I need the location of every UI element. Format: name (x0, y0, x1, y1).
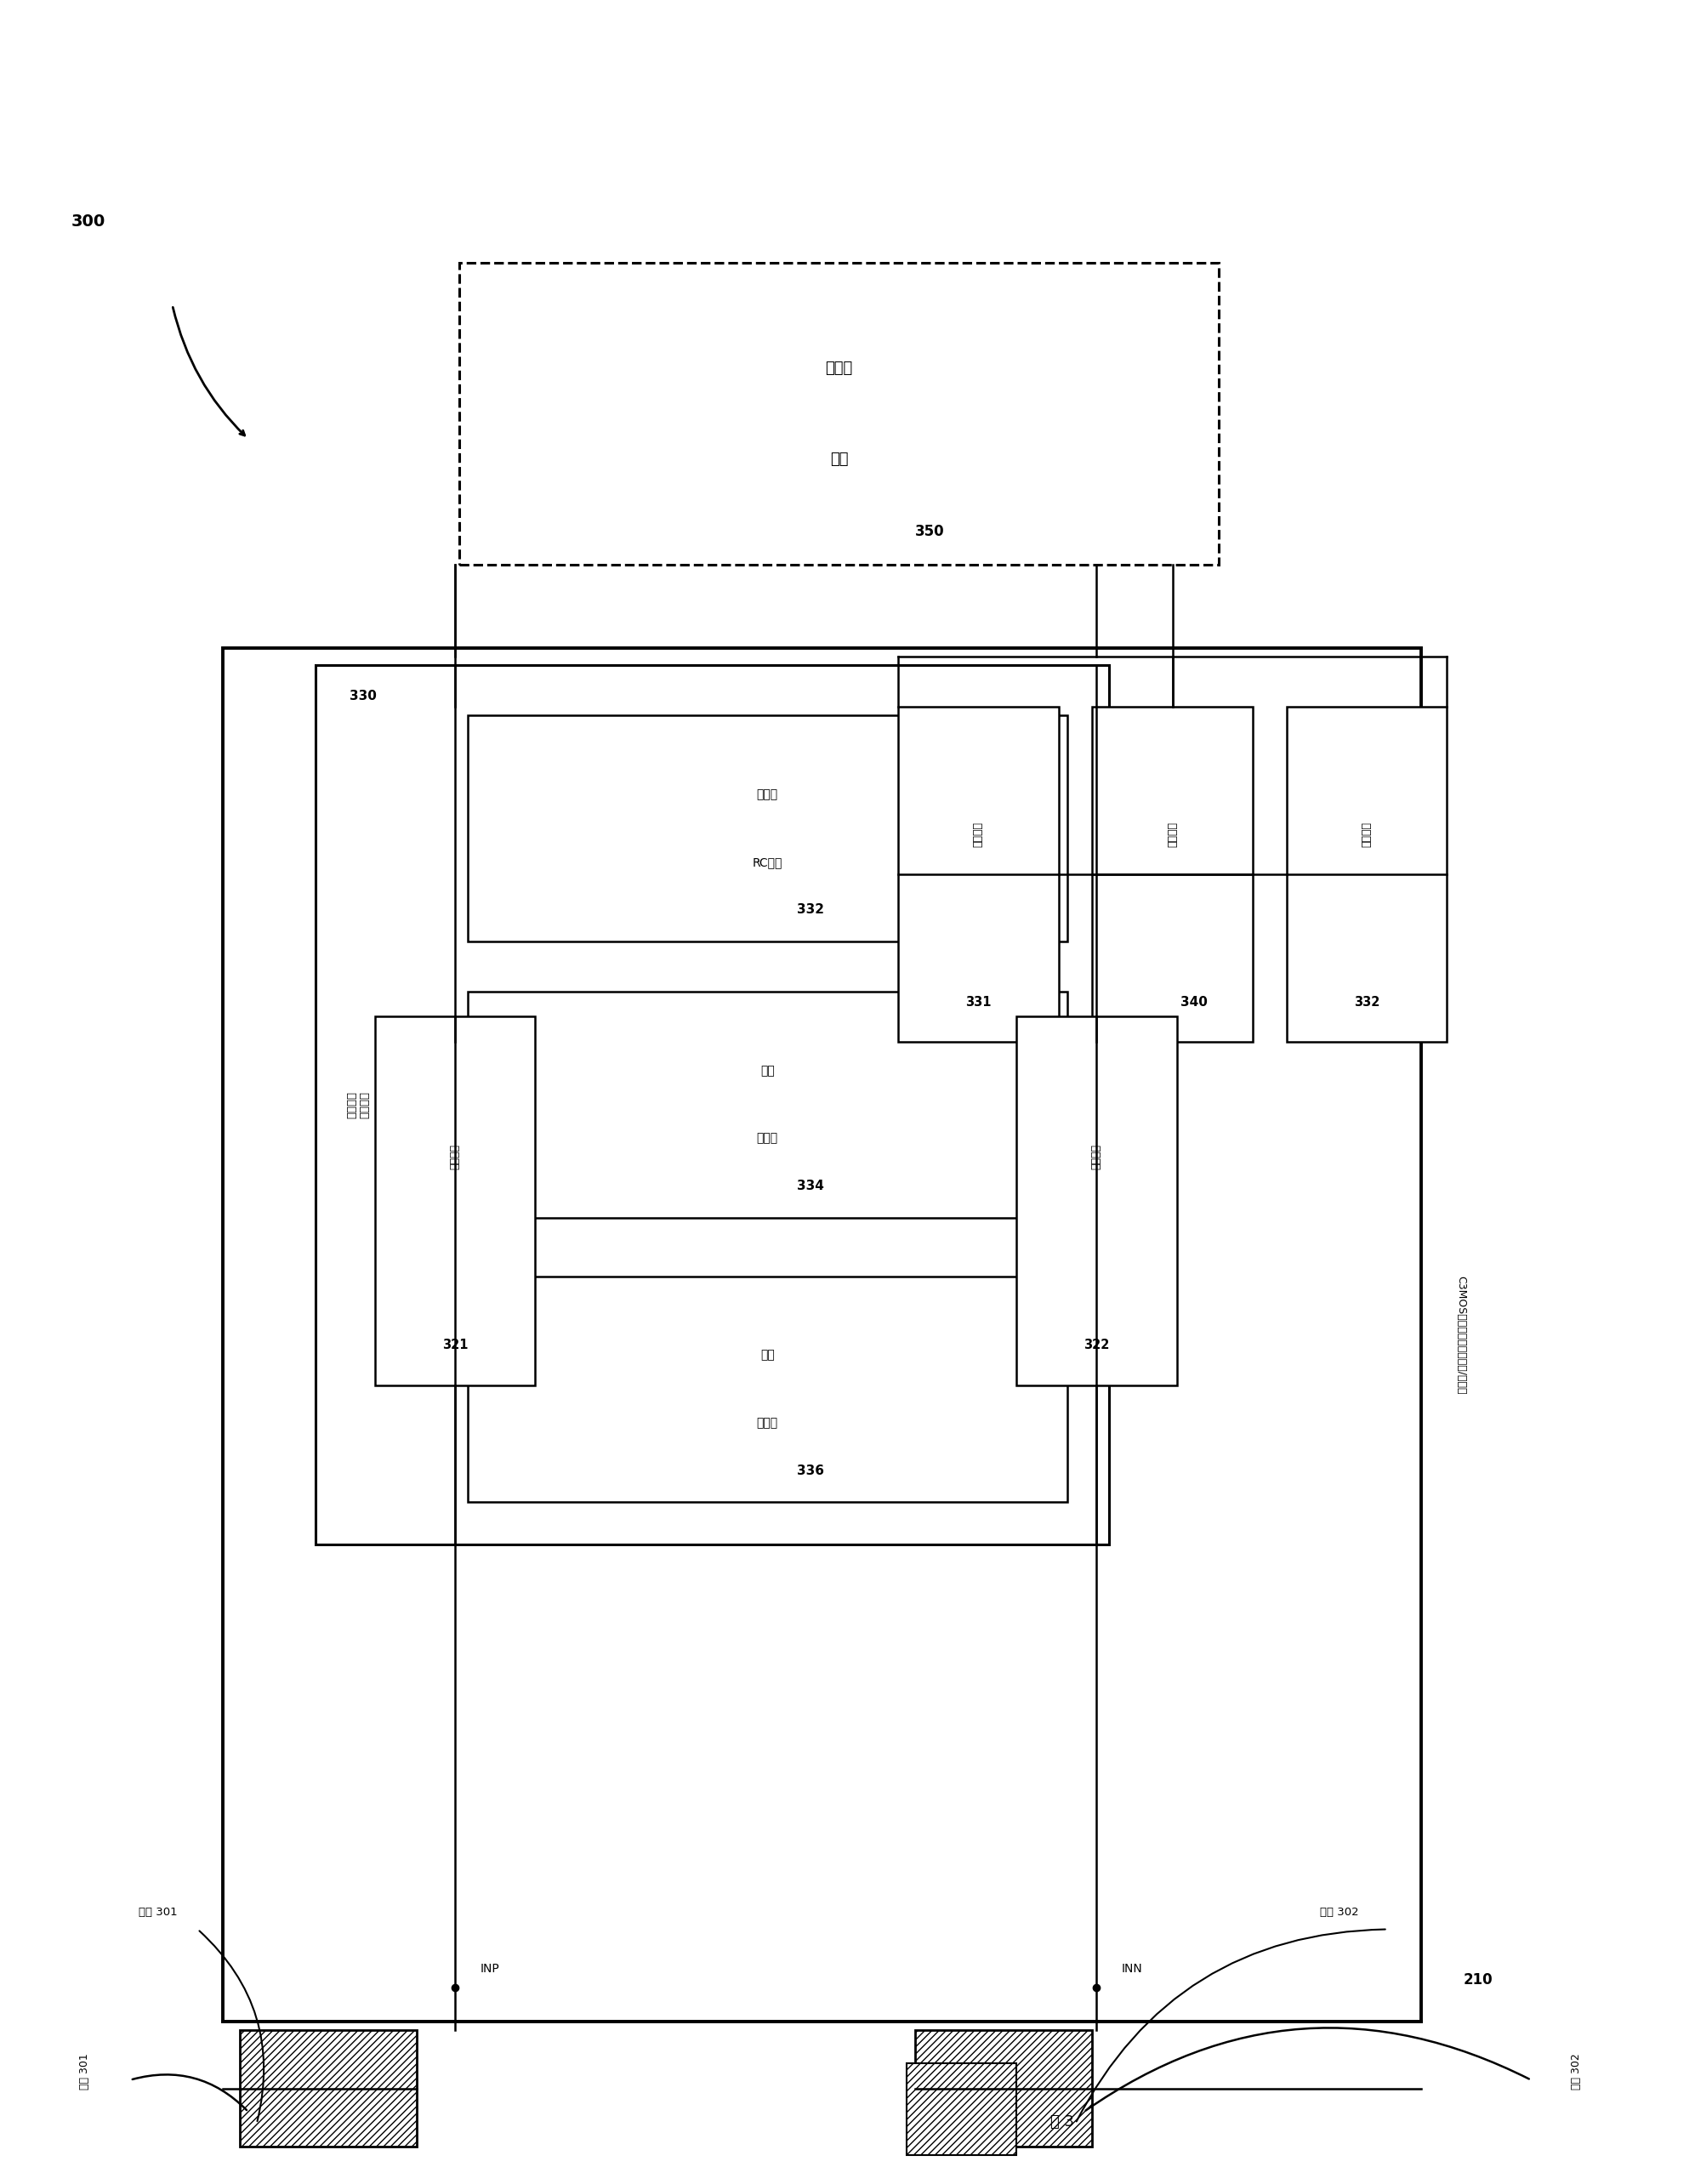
Text: 输出阻抗: 输出阻抗 (1361, 821, 1371, 847)
Text: 322: 322 (1083, 1339, 1110, 1352)
Text: 340: 340 (1180, 996, 1207, 1009)
Bar (1287, 708, 1448, 1042)
Text: 输出阻抗: 输出阻抗 (973, 821, 983, 847)
Text: 电源电压: 电源电压 (1166, 821, 1178, 847)
Bar (907, 2064, 1017, 2156)
Bar (1017, 1016, 1176, 1385)
Text: 第二: 第二 (759, 1350, 775, 1361)
Text: 332: 332 (797, 904, 824, 915)
Bar (468, 992, 1066, 1219)
Bar (915, 2029, 1092, 2147)
Text: 350: 350 (915, 524, 944, 539)
Text: 第一: 第一 (759, 1064, 775, 1077)
Text: C3MOS宽带输入数据放大器/均衡器: C3MOS宽带输入数据放大器/均衡器 (1454, 1275, 1466, 1393)
Text: 到其它: 到其它 (825, 360, 853, 376)
Text: 330: 330 (349, 690, 376, 703)
Text: 焊盘 302: 焊盘 302 (1571, 2053, 1581, 2090)
Text: 焊盘 301: 焊盘 301 (139, 1907, 178, 1918)
Bar (241, 2029, 417, 2147)
Text: 331: 331 (966, 996, 992, 1009)
Text: 焊盘 302: 焊盘 302 (1320, 1907, 1359, 1918)
Text: 输入阻抗: 输入阻抗 (449, 1144, 461, 1168)
Bar (224, 649, 1422, 2022)
Text: RC网络: RC网络 (753, 856, 783, 867)
Text: 电流源: 电流源 (756, 1417, 778, 1428)
Text: 电流源: 电流源 (756, 1133, 778, 1144)
Bar (468, 1275, 1066, 1503)
Text: 输入阻抗: 输入阻抗 (1092, 1144, 1102, 1168)
Bar (1092, 708, 1253, 1042)
Text: 210: 210 (1463, 1972, 1493, 1987)
Bar (375, 1016, 536, 1385)
Text: 可开关: 可开关 (756, 788, 778, 799)
Text: 336: 336 (797, 1465, 824, 1476)
Text: 图 3: 图 3 (1049, 2114, 1075, 2129)
Text: 300: 300 (71, 214, 105, 229)
Text: INN: INN (1122, 1963, 1142, 1974)
Bar (315, 664, 1109, 1544)
Bar (468, 714, 1066, 941)
Text: 332: 332 (1354, 996, 1380, 1009)
Bar (459, 262, 1219, 563)
Text: 模块: 模块 (831, 452, 848, 467)
Text: INP: INP (480, 1963, 500, 1974)
Text: 宽带差分
晶体管对: 宽带差分 晶体管对 (346, 1092, 370, 1118)
Text: 334: 334 (797, 1179, 824, 1192)
Text: 321: 321 (442, 1339, 468, 1352)
Bar (898, 708, 1058, 1042)
Text: 焊盘 301: 焊盘 301 (80, 2053, 90, 2090)
